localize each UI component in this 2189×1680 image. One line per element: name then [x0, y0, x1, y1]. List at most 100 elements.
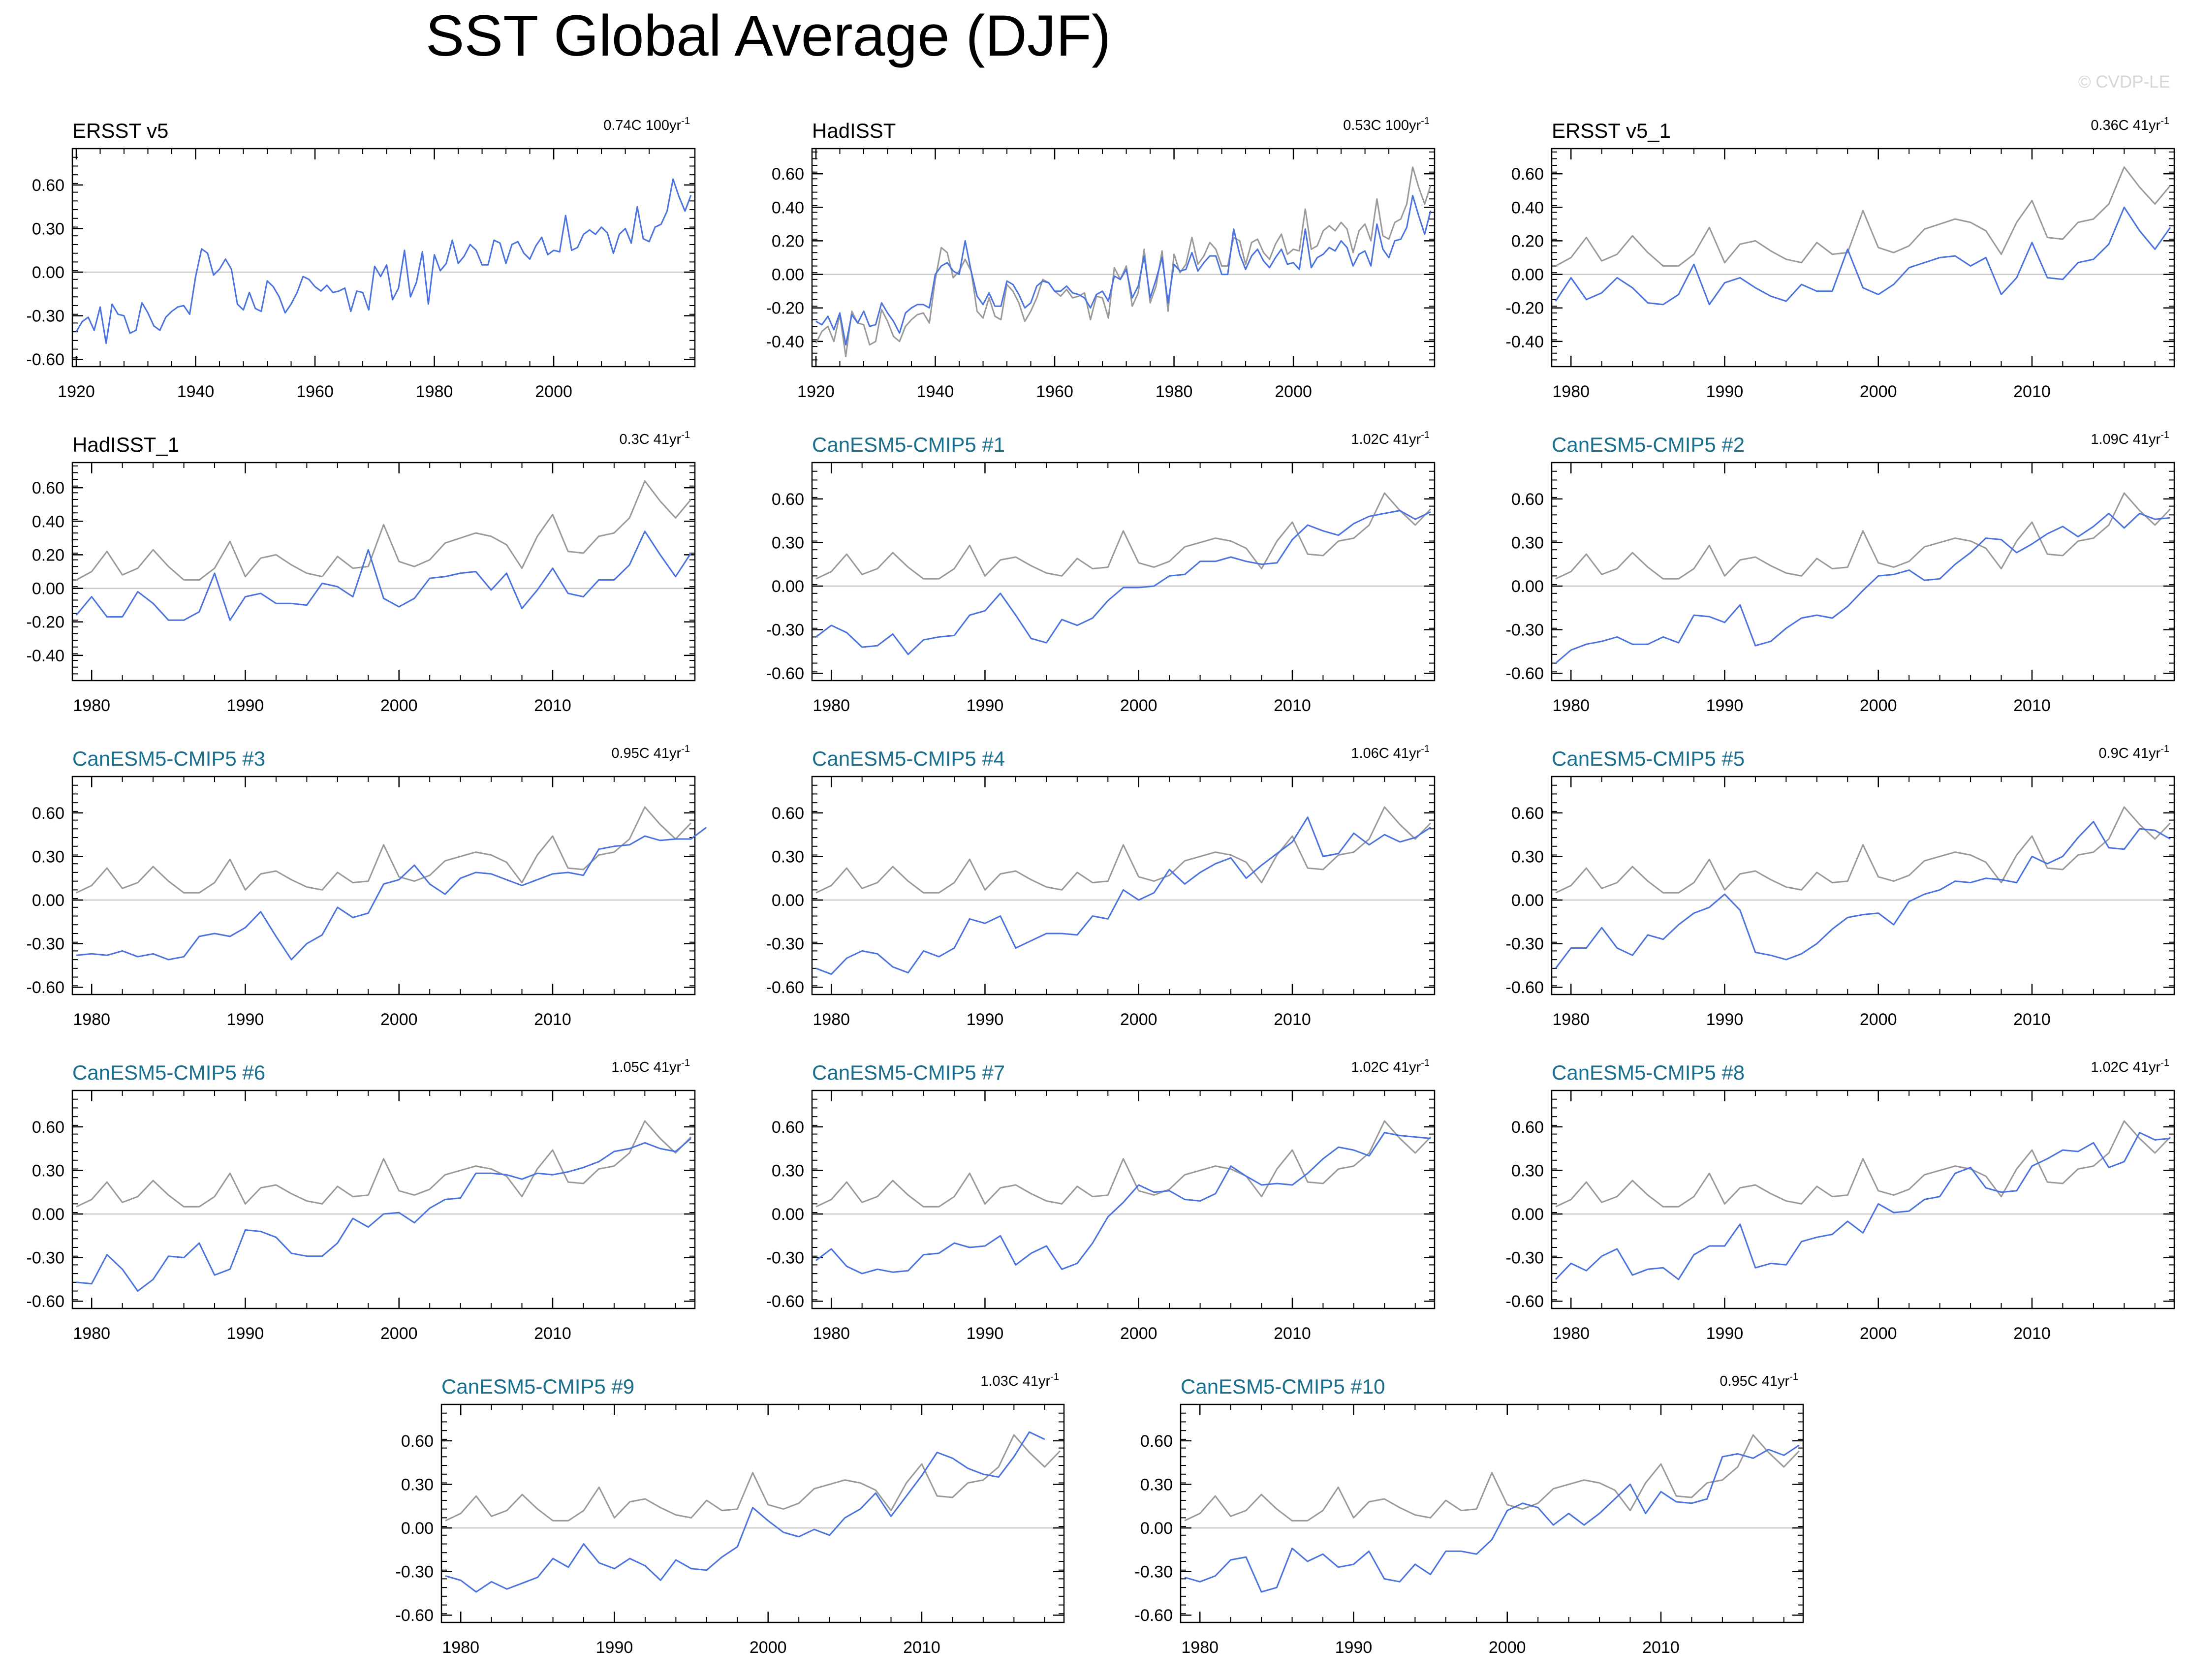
y-tick-label: 0.00 [401, 1519, 434, 1538]
panel-title: CanESM5-CMIP5 #7 [812, 1061, 1005, 1084]
y-tick-label: 0.20 [32, 546, 64, 564]
trend-exponent: -1 [1421, 116, 1430, 126]
y-tick-label: 0.00 [772, 577, 804, 596]
y-tick-label: 0.60 [32, 479, 64, 498]
y-tick-label: -0.30 [27, 1249, 65, 1268]
trend-label: 0.9C 41yr-1 [2098, 744, 2169, 761]
x-tick-label: 1980 [1552, 382, 1590, 401]
series-line-reference [815, 1120, 1432, 1208]
plot-frame [1180, 1403, 1804, 1623]
series-line-model [1555, 1132, 2171, 1280]
series-line-model [75, 530, 692, 621]
x-tick-label: 1920 [797, 382, 835, 401]
y-tick-label: 0.30 [32, 847, 64, 866]
series-line-model [815, 1132, 1431, 1275]
trend-label: 1.03C 41yr-1 [980, 1371, 1059, 1389]
x-tick-label: 1980 [1552, 1010, 1590, 1029]
y-tick-label: 0.20 [772, 232, 804, 250]
y-tick-label: 0.00 [32, 891, 64, 910]
trend-label: 1.06C 41yr-1 [1351, 744, 1430, 761]
y-tick-label: 0.40 [772, 198, 804, 217]
panel-title: CanESM5-CMIP5 #3 [72, 747, 265, 770]
trend-exponent: -1 [1421, 1058, 1430, 1068]
x-tick-label: 1990 [967, 696, 1004, 715]
series-line-model [815, 194, 1432, 346]
x-tick-label: 2010 [1274, 696, 1311, 715]
trend-exponent: -1 [1421, 744, 1430, 754]
y-tick-label: 0.60 [1511, 804, 1544, 823]
trend-exponent: -1 [2160, 116, 2169, 126]
trend-label: 0.36C 41yr-1 [2091, 116, 2169, 133]
y-tick-label: -0.30 [766, 935, 805, 954]
y-tick-label: 0.30 [1511, 847, 1544, 866]
y-tick-label: -0.60 [766, 664, 805, 683]
series-line-reference [76, 1120, 692, 1208]
x-tick-label: 2000 [380, 1010, 418, 1029]
y-tick-label: 0.00 [772, 1205, 804, 1224]
y-tick-label: 0.40 [1511, 198, 1544, 217]
y-tick-label: -0.30 [27, 307, 65, 326]
panel-title: CanESM5-CMIP5 #1 [812, 433, 1005, 456]
y-tick-label: -0.40 [27, 647, 65, 665]
panel-9: CanESM5-CMIP5 #5 0.9C 41yr-1 0.60 0.30 0.00 -… [1506, 744, 2175, 1029]
y-tick-label: -0.60 [1135, 1606, 1173, 1625]
trend-exponent: -1 [681, 1058, 690, 1068]
y-tick-label: 0.00 [32, 580, 64, 598]
series-line-reference [1184, 1434, 1800, 1522]
panel-title: ERSST v5 [72, 119, 168, 142]
series-line-model [815, 510, 1431, 655]
trend-exponent: -1 [681, 116, 690, 126]
x-tick-label: 1990 [227, 1010, 264, 1029]
panel-title: CanESM5-CMIP5 #10 [1181, 1375, 1385, 1398]
trend-exponent: -1 [1050, 1371, 1059, 1382]
x-tick-label: 1980 [1156, 382, 1193, 401]
panel-title: CanESM5-CMIP5 #4 [812, 747, 1005, 770]
plot-frame [71, 148, 696, 368]
y-tick-label: -0.40 [1506, 333, 1544, 351]
x-tick-label: 1940 [917, 382, 954, 401]
series-line-reference [815, 492, 1432, 580]
y-tick-label: 0.30 [401, 1475, 434, 1494]
y-tick-label: 0.60 [32, 804, 64, 823]
series-line-model [1555, 512, 2171, 664]
y-tick-label: 0.60 [772, 165, 804, 184]
x-tick-label: 2010 [534, 1324, 571, 1343]
panel-6: CanESM5-CMIP5 #2 1.09C 41yr-1 0.60 0.30 0.00… [1506, 430, 2175, 715]
x-tick-label: 2010 [534, 1010, 571, 1029]
x-tick-label: 1980 [813, 1324, 850, 1343]
y-tick-label: -0.30 [1506, 935, 1544, 954]
panel-title: HadISST [812, 119, 896, 142]
panel-title: CanESM5-CMIP5 #2 [1552, 433, 1745, 456]
x-tick-label: 2000 [1860, 382, 1897, 401]
x-tick-label: 2010 [2013, 382, 2051, 401]
y-tick-label: 0.30 [772, 533, 804, 552]
y-tick-label: 0.20 [1511, 232, 1544, 250]
series-line-reference [815, 166, 1432, 358]
y-tick-label: 0.60 [1511, 1118, 1544, 1137]
x-tick-label: 1980 [73, 1010, 110, 1029]
y-tick-label: 0.30 [772, 1161, 804, 1180]
x-tick-label: 2000 [1120, 1010, 1157, 1029]
plot-frame [811, 1089, 1436, 1309]
series-line-model [75, 178, 692, 344]
plot-frame [1551, 462, 2175, 682]
y-tick-label: -0.20 [27, 613, 65, 632]
plot-frame [811, 148, 1436, 368]
plot-frame [1551, 148, 2175, 368]
x-tick-label: 2010 [534, 696, 571, 715]
y-tick-label: -0.30 [766, 1249, 805, 1268]
panel-2: HadISST 0.53C 100yr-1 0.60 0.40 0.20 0.00 -0.2… [766, 116, 1436, 401]
y-tick-label: 0.60 [1140, 1432, 1173, 1451]
x-tick-label: 1990 [967, 1324, 1004, 1343]
y-tick-label: -0.60 [1506, 1292, 1544, 1311]
panel-title: CanESM5-CMIP5 #8 [1552, 1061, 1745, 1084]
y-tick-label: 0.30 [1140, 1475, 1173, 1494]
x-tick-label: 1940 [177, 382, 215, 401]
x-tick-label: 1980 [1552, 1324, 1590, 1343]
y-tick-label: -0.60 [396, 1606, 434, 1625]
x-tick-label: 1990 [1706, 1324, 1744, 1343]
y-tick-label: 0.30 [1511, 1161, 1544, 1180]
x-tick-label: 2010 [1274, 1010, 1311, 1029]
plot-frame [71, 776, 696, 996]
series-line-reference [445, 1434, 1061, 1522]
